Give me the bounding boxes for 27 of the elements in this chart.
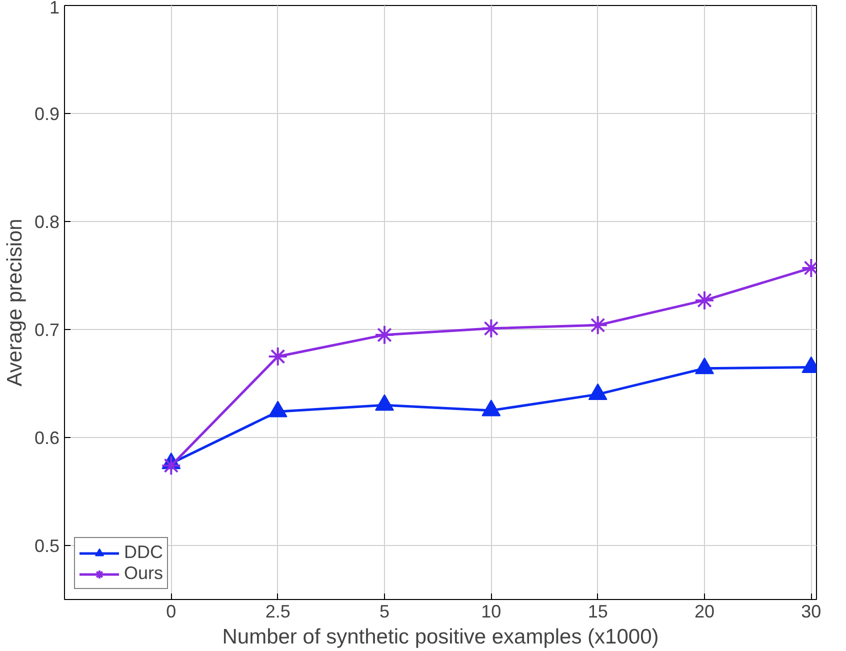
y-tick-label: 0.6 — [34, 428, 60, 448]
x-tick-label: 5 — [379, 602, 390, 622]
point — [695, 357, 714, 374]
point — [588, 315, 608, 336]
point — [481, 318, 502, 338]
x-tick-label: 0 — [166, 602, 176, 622]
point — [374, 324, 394, 345]
point — [694, 290, 714, 310]
x-tick-label: 2.5 — [265, 602, 290, 622]
x-axis-title: Number of synthetic positive examples (x1000) — [222, 626, 659, 648]
x-tick-label: 10 — [481, 602, 502, 622]
point — [588, 383, 608, 400]
y-axis-title: Average precision — [3, 218, 26, 386]
x-tick-label: 30 — [801, 602, 822, 622]
y-tick-label: 0.5 — [34, 536, 60, 556]
y-tick-label: 0.8 — [34, 212, 60, 232]
x-tick-label: 20 — [694, 602, 715, 622]
point — [482, 400, 501, 416]
legend-label: Ours — [124, 563, 164, 584]
y-tick-label: 0.7 — [34, 320, 60, 340]
point — [268, 400, 288, 418]
point — [268, 346, 288, 366]
legend-label: DDC — [124, 542, 163, 563]
x-tick-label: 15 — [588, 602, 608, 622]
y-tick-label: 1 — [49, 0, 60, 18]
y-tick-label: 0.9 — [34, 104, 60, 124]
point — [375, 394, 394, 411]
